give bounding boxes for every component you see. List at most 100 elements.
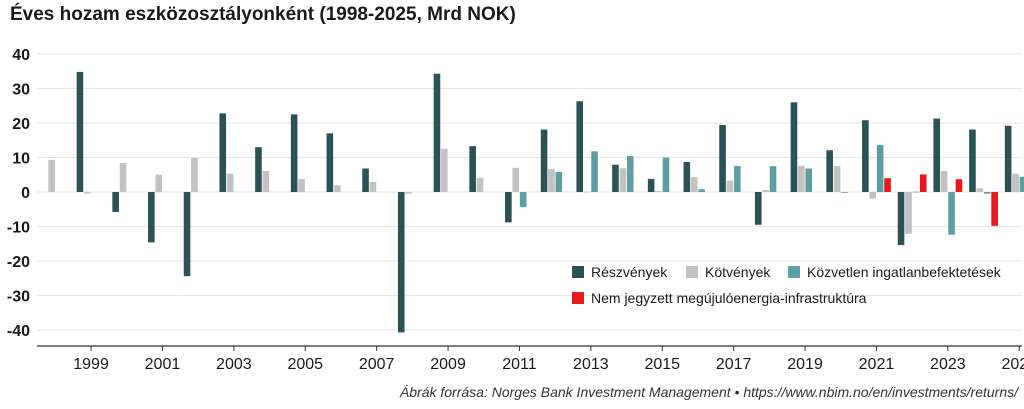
- bar-2014-series-2: [619, 168, 627, 192]
- y-tick-label: -10: [7, 220, 30, 237]
- bar-2022-series-1: [897, 192, 905, 246]
- bar-2015-series-1: [647, 178, 655, 192]
- bar-2015-series-2: [655, 190, 662, 192]
- x-tick-label: 2003: [216, 356, 252, 373]
- bar-2014-series-3: [626, 156, 634, 192]
- y-tick-label: 20: [12, 116, 30, 133]
- x-tick-label: 1999: [73, 356, 109, 373]
- legend-label: Részvények: [591, 264, 668, 280]
- bar-2024-series-3: [983, 192, 991, 194]
- legend: Részvények Kötvények Közvetlen ingatlanbef…: [572, 264, 1002, 306]
- bar-2001-series-2: [155, 174, 163, 192]
- bar-2003-series-2: [226, 173, 234, 192]
- x-tick-label: 2017: [716, 356, 752, 373]
- bar-2007-series-1: [362, 168, 369, 192]
- legend-swatch: [572, 292, 584, 304]
- y-tick-label: 0: [21, 185, 30, 202]
- bar-2004-series-2: [262, 170, 270, 192]
- bar-2019-series-2: [798, 165, 805, 192]
- legend-label: Kötvények: [705, 264, 771, 280]
- x-tick-label: 2019: [787, 356, 823, 373]
- bar-2022-series-2: [905, 192, 912, 234]
- bar-2004-series-1: [255, 147, 262, 192]
- bar-1999-series-2: [84, 192, 91, 194]
- x-tick-label: 2023: [930, 356, 966, 373]
- bar-2024-series-4: [991, 192, 998, 226]
- x-tick-label: 2009: [430, 356, 466, 373]
- bar-2016-series-3: [698, 189, 705, 192]
- bar-2005-series-2: [298, 178, 305, 192]
- legend-swatch: [572, 266, 584, 278]
- bar-2023-series-4: [955, 179, 963, 192]
- bar-2003-series-1: [219, 113, 227, 192]
- bar-2021-series-2: [869, 192, 877, 199]
- x-tick-label: 2001: [145, 356, 181, 373]
- x-tick-label: 2007: [359, 356, 395, 373]
- bar-2013-series-2: [583, 191, 591, 193]
- bar-2023-series-2: [940, 170, 948, 192]
- bar-1999-series-1: [76, 71, 84, 192]
- bar-2020-series-2: [833, 166, 841, 193]
- bar-2018-series-1: [754, 192, 762, 225]
- bar-2005-series-1: [290, 114, 298, 193]
- bar-2001-series-1: [148, 192, 155, 243]
- bar-2019-series-1: [790, 102, 798, 192]
- bar-2014-series-1: [612, 164, 619, 192]
- bar-1998-series-2: [48, 159, 55, 192]
- x-tick-label: 2005: [287, 356, 323, 373]
- bar-2015-series-3: [662, 157, 670, 192]
- x-tick-label: 2013: [573, 356, 609, 373]
- bar-2008-series-1: [397, 192, 405, 333]
- chart-title: Éves hozam eszközosztályonként (1998-202…: [10, 4, 516, 25]
- bar-2022-series-4: [919, 174, 927, 192]
- legend-label: Nem jegyzett megújulóenergia-infrastrukt…: [591, 290, 867, 306]
- legend-label: Közvetlen ingatlanbefektetések: [807, 264, 1002, 280]
- bar-2012-series-2: [548, 168, 555, 192]
- grid-lines: [37, 53, 1022, 331]
- bar-2011-series-2: [512, 167, 520, 192]
- bar-2013-series-3: [591, 151, 598, 192]
- bar-2009-series-1: [433, 73, 441, 192]
- y-tick-label: -30: [7, 289, 30, 306]
- bar-2022-series-3: [912, 191, 920, 193]
- bar-2002-series-1: [183, 192, 191, 277]
- bar-2007-series-2: [369, 182, 377, 192]
- y-tick-label: -40: [7, 323, 30, 340]
- bar-2021-series-3: [876, 145, 884, 192]
- source-note: Ábrák forrása: Norges Bank Investment Ma…: [399, 384, 1018, 400]
- bar-2006-series-1: [326, 133, 334, 192]
- bar-2011-series-1: [505, 192, 512, 223]
- bar-2013-series-1: [576, 101, 584, 192]
- legend-swatch: [788, 266, 800, 278]
- bar-2000-series-2: [119, 163, 127, 192]
- bar-2010-series-2: [476, 177, 484, 192]
- bar-2018-series-2: [762, 189, 769, 192]
- bar-2006-series-2: [333, 185, 341, 192]
- y-tick-label: 10: [12, 151, 30, 168]
- bar-2017-series-3: [734, 166, 741, 193]
- bar-2025-series-1: [1004, 125, 1012, 192]
- bar-2010-series-1: [469, 146, 476, 192]
- y-tick-label: 40: [12, 47, 30, 64]
- bar-2008-series-2: [405, 192, 412, 194]
- bar-2025-series-2: [1012, 173, 1019, 192]
- bar-2000-series-1: [112, 192, 119, 213]
- bar-2016-series-2: [690, 177, 698, 192]
- bar-2012-series-3: [555, 171, 563, 192]
- bar-2009-series-2: [441, 148, 448, 193]
- bar-2025-series-3: [1019, 176, 1024, 192]
- bar-2023-series-1: [933, 118, 941, 192]
- bar-2017-series-1: [719, 125, 726, 192]
- bars: [48, 71, 1024, 333]
- bar-2011-series-3: [519, 192, 527, 208]
- bar-2020-series-1: [826, 150, 833, 192]
- bar-2017-series-2: [726, 180, 734, 192]
- x-tick-label: 2011: [502, 356, 537, 373]
- bar-2021-series-1: [862, 120, 869, 192]
- bar-2023-series-3: [948, 192, 955, 235]
- bar-2021-series-4: [884, 178, 891, 192]
- bar-2012-series-1: [540, 129, 548, 192]
- bar-2024-series-2: [976, 188, 984, 192]
- bar-2019-series-3: [805, 168, 813, 192]
